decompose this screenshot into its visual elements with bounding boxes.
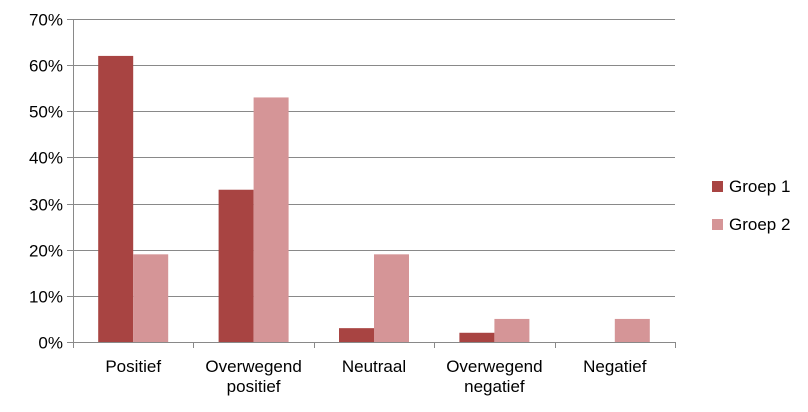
x-category-label-line: Positief [105,357,161,376]
bars [98,55,650,343]
legend-label-1: Groep 1 [729,177,790,196]
bar-2-1 [133,254,169,342]
gridlines [73,19,675,297]
y-tick-label: 50% [29,103,63,122]
x-category-label: Positief [105,357,161,376]
bar-2-5 [614,318,650,342]
x-category-label-line: Overwegend [446,357,542,376]
bar-1-2 [218,189,254,342]
legend-label-2: Groep 2 [729,215,790,234]
x-category-label: Overwegend negatief [446,357,542,396]
x-category-label-line: Negatief [583,357,647,376]
x-category-label-line: Overwegend [205,357,301,376]
bar-2-4 [494,318,530,342]
y-tick-label: 20% [29,242,63,261]
legend: Groep 1 Groep 2 [712,177,790,234]
axes [67,19,676,348]
legend-swatch-1 [712,181,723,192]
y-tick-label: 60% [29,57,63,76]
legend-swatch-2 [712,219,723,230]
x-category-label: Overwegend positief [205,357,301,396]
x-category-label-line: negatief [464,377,525,396]
x-category-label-line: positief [227,377,281,396]
y-tick-label: 0% [38,334,63,353]
y-tick-label: 40% [29,149,63,168]
y-axis-tick-labels: 0% 10% 20% 30% 40% 50% 60% 70% [29,11,63,353]
bar-1-1 [98,55,134,343]
bar-2-2 [253,97,289,342]
bar-1-3 [339,328,374,342]
bar-1-4 [459,332,495,342]
y-tick-label: 10% [29,288,63,307]
x-category-label: Neutraal [342,357,406,376]
bar-2-3 [374,254,409,342]
x-category-label-line: Neutraal [342,357,406,376]
y-tick-label: 70% [29,11,63,30]
x-category-label: Negatief [583,357,647,376]
y-tick-label: 30% [29,196,63,215]
